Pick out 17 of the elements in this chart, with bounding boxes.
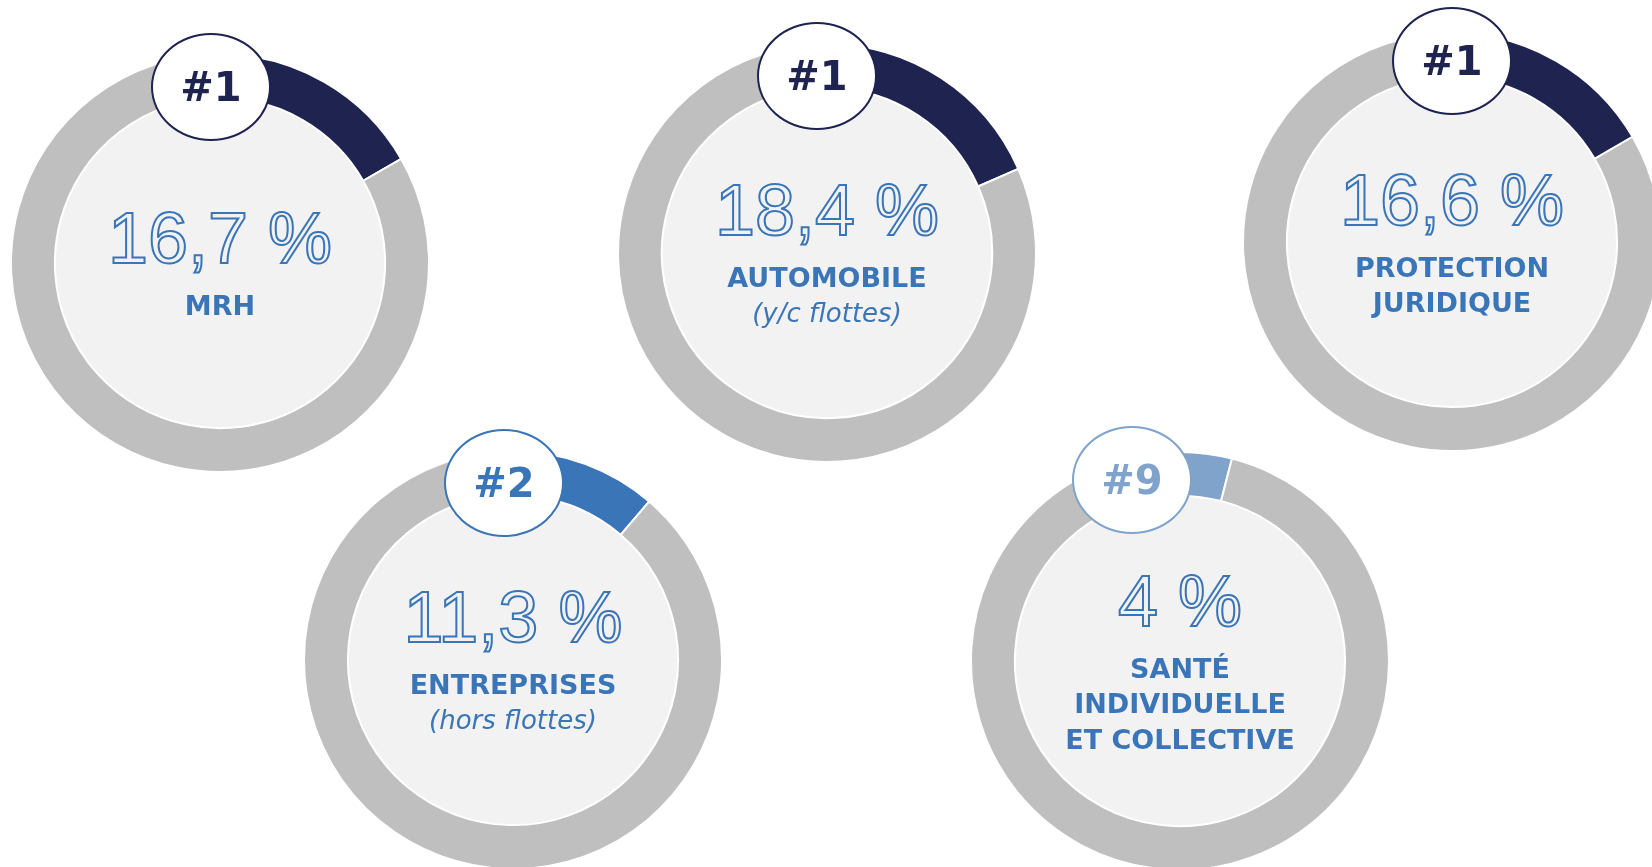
data-label: 4 % (1117, 561, 1243, 642)
data-label: 18,4 % (714, 170, 940, 251)
text: #1 (757, 22, 877, 130)
text: #2 (444, 429, 564, 537)
text: ENTREPRISES (409, 668, 617, 703)
text: MRH (184, 289, 256, 324)
text: #9 (1072, 426, 1192, 534)
text: PROTECTION JURIDIQUE (1354, 250, 1550, 320)
text: SANTÉ INDIVIDUELLE ET COLLECTIVE (1065, 652, 1295, 757)
text: #1 (151, 33, 271, 141)
data-label: 16,7 % (107, 198, 333, 279)
text: (y/c flottes) (752, 297, 902, 331)
data-label: 16,6 % (1339, 159, 1565, 240)
data-label: 11,3 % (403, 577, 623, 658)
text: (hors flottes) (429, 704, 597, 738)
text: AUTOMOBILE (727, 261, 927, 296)
text: #1 (1392, 7, 1512, 115)
